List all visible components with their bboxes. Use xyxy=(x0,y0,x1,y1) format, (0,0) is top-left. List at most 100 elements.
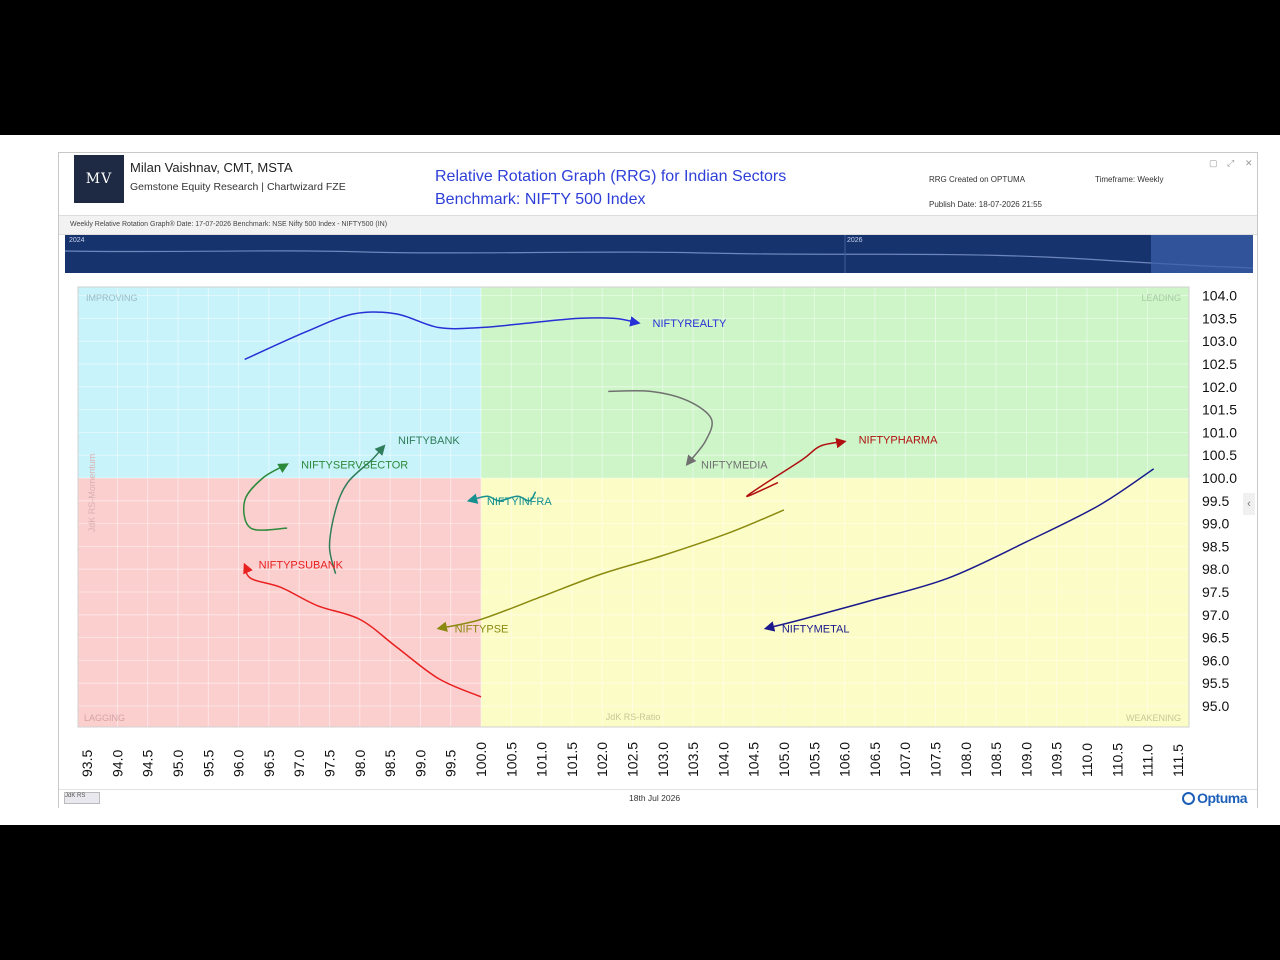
x-tick-label: 96.5 xyxy=(261,750,277,777)
close-icon[interactable]: ✕ xyxy=(1245,158,1253,168)
x-tick-label: 100.0 xyxy=(473,742,489,777)
y-tick-label: 100.5 xyxy=(1202,447,1237,463)
x-tick-label: 110.0 xyxy=(1079,743,1095,777)
series-trail-niftypse xyxy=(436,509,785,632)
x-tick-label: 109.5 xyxy=(1049,742,1065,777)
navigator-label-2026: 2026 xyxy=(847,237,863,244)
series-trail-niftymetal xyxy=(763,468,1155,632)
author-name: Milan Vaishnav, CMT, MSTA xyxy=(130,160,293,175)
x-tick-label: 102.5 xyxy=(625,742,641,777)
maximize-icon[interactable]: ⤢ xyxy=(1227,158,1235,168)
y-tick-label: 98.5 xyxy=(1202,538,1229,554)
x-tick-label: 96.0 xyxy=(231,750,247,777)
x-tick-label: 94.5 xyxy=(140,750,156,777)
series-label-niftypse: NIFTYPSE xyxy=(455,623,509,635)
optuma-logo-icon xyxy=(1182,792,1196,805)
quadrant-label-improving: IMPROVING xyxy=(86,293,138,303)
company-name: Gemstone Equity Research | Chartwizard F… xyxy=(130,181,346,193)
timeframe-label: Timeframe: Weekly xyxy=(1095,175,1164,184)
y-tick-label: 96.5 xyxy=(1202,630,1229,646)
series-label-niftypharma: NIFTYPHARMA xyxy=(859,435,939,447)
x-tick-label: 109.0 xyxy=(1018,742,1034,777)
y-tick-label: 99.5 xyxy=(1202,493,1229,509)
rrg-chart: IMPROVING LEADING LAGGING WEAKENING JdK RS-R… xyxy=(77,286,1237,777)
x-tick-label: 104.5 xyxy=(746,742,762,777)
y-tick-label: 99.0 xyxy=(1202,516,1229,532)
y-tick-label: 98.0 xyxy=(1202,561,1229,577)
x-tick-label: 102.0 xyxy=(594,742,610,777)
quadrant-leading xyxy=(481,287,1189,478)
y-tick-label: 95.5 xyxy=(1202,675,1229,691)
series-trail-niftyinfra xyxy=(466,491,537,504)
x-tick-label: 108.0 xyxy=(958,742,974,777)
series-trail-niftyservsector xyxy=(243,463,289,531)
navigator-sparkline xyxy=(65,235,1253,273)
chart-subtitle: Benchmark: NIFTY 500 Index xyxy=(435,191,646,208)
x-tick-label: 101.0 xyxy=(534,742,550,777)
x-tick-label: 99.5 xyxy=(443,750,459,777)
created-on-label: RRG Created on OPTUMA xyxy=(929,175,1026,184)
y-tick-label: 101.5 xyxy=(1202,402,1237,418)
y-tick-label: 97.5 xyxy=(1202,584,1229,600)
x-tick-label: 106.0 xyxy=(837,742,853,777)
series-trail-niftybank xyxy=(328,444,386,574)
y-tick-label: 100.0 xyxy=(1202,470,1237,486)
plot-border xyxy=(77,286,1190,728)
x-tick-label: 107.5 xyxy=(928,742,944,777)
subheader-bar: Weekly Relative Rotation Graph® Date: 17… xyxy=(59,215,1257,235)
y-tick-label: 96.0 xyxy=(1202,652,1229,668)
navigator-selection[interactable] xyxy=(1151,235,1253,273)
quadrant-label-leading: LEADING xyxy=(1141,293,1181,303)
x-tick-label: 111.0 xyxy=(1140,744,1156,777)
x-tick-label: 105.5 xyxy=(806,742,822,777)
y-tick-label: 95.0 xyxy=(1202,698,1229,714)
series-label-niftyservsector: NIFTYSERVSECTOR xyxy=(301,459,408,471)
x-tick-label: 108.5 xyxy=(988,742,1004,777)
navigator-label-2024: 2024 xyxy=(69,237,85,244)
x-tick-label: 95.0 xyxy=(170,750,186,777)
x-tick-label: 95.5 xyxy=(200,750,216,777)
x-axis-label: JdK RS-Ratio xyxy=(606,712,661,722)
quadrant-weakening xyxy=(481,478,1189,727)
optuma-brand-text: Optuma xyxy=(1197,790,1247,806)
brand-logo: MV xyxy=(74,155,124,203)
x-tick-label: 99.0 xyxy=(412,750,428,777)
series-label-niftyrealty: NIFTYREALTY xyxy=(653,318,727,330)
rrg-window: MV Milan Vaishnav, CMT, MSTA Gemstone Eq… xyxy=(58,152,1258,808)
x-tick-label: 98.5 xyxy=(382,750,398,777)
series-label-niftymetal: NIFTYMETAL xyxy=(782,623,850,635)
x-tick-label: 103.5 xyxy=(685,742,701,777)
y-tick-label: 102.5 xyxy=(1202,356,1237,372)
subheader-text: Weekly Relative Rotation Graph® Date: 17… xyxy=(70,221,388,228)
series-trail-niftypsubank xyxy=(243,562,482,698)
series-label-niftypsubank: NIFTYPSUBANK xyxy=(259,560,344,572)
x-tick-label: 100.5 xyxy=(503,742,519,777)
y-tick-label: 104.0 xyxy=(1202,288,1237,304)
y-tick-label: 103.0 xyxy=(1202,333,1237,349)
x-tick-label: 110.5 xyxy=(1109,743,1125,777)
timeline-navigator[interactable]: 2024 2026 xyxy=(65,235,1253,273)
series-trail-niftyrealty xyxy=(244,311,641,361)
quadrant-lagging xyxy=(78,478,481,727)
x-tick-label: 101.5 xyxy=(564,742,580,777)
series-trail-niftymedia xyxy=(608,389,713,466)
x-tick-label: 104.0 xyxy=(715,742,731,777)
mini-thumbnail: JdK RS xyxy=(64,792,100,804)
quadrant-label-lagging: LAGGING xyxy=(84,713,125,723)
chart-title: Relative Rotation Graph (RRG) for Indian… xyxy=(435,168,787,185)
footer-bar: JdK RS 18th Jul 2026 Optuma xyxy=(59,789,1257,808)
x-tick-label: 97.5 xyxy=(322,750,338,777)
x-tick-label: 111.5 xyxy=(1170,744,1186,777)
y-tick-label: 101.0 xyxy=(1202,424,1237,440)
y-tick-label: 103.5 xyxy=(1202,310,1237,326)
y-axis-label: JdK RS-Momentum xyxy=(87,454,97,533)
restore-icon[interactable]: ▢ xyxy=(1209,158,1218,168)
x-tick-label: 93.5 xyxy=(79,750,95,777)
x-tick-label: 94.0 xyxy=(109,750,125,777)
x-tick-label: 97.0 xyxy=(291,750,307,777)
header: MV Milan Vaishnav, CMT, MSTA Gemstone Eq… xyxy=(59,153,1257,215)
series-trail-niftypharma xyxy=(746,437,847,498)
x-tick-label: 103.0 xyxy=(655,742,671,777)
optuma-logo: Optuma xyxy=(1182,790,1247,806)
collapse-handle-icon[interactable]: ‹ xyxy=(1243,493,1255,515)
